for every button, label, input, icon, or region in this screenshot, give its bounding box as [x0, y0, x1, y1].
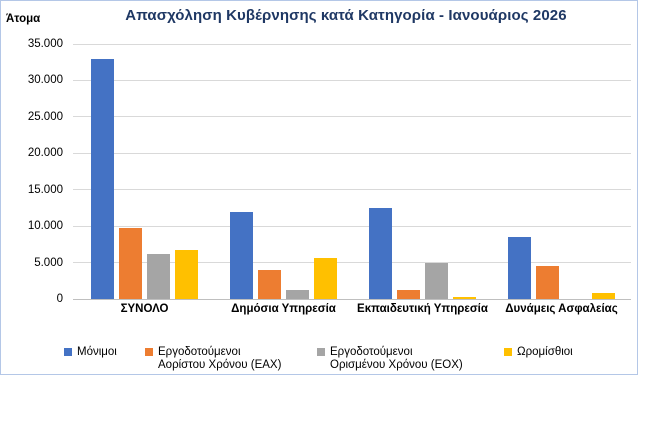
bar [314, 258, 337, 299]
legend-label-line: Ωρομίσθιοι [517, 346, 573, 358]
bar [369, 208, 392, 299]
y-tick-label: 15.000 [27, 183, 63, 196]
legend-item: Εργοδοτούμενοι Ορισμένου Χρόνου (ΕΟΧ) [317, 346, 463, 371]
y-tick-label: 35.000 [27, 38, 63, 50]
category-label: Δυνάμεις Ασφαλείας [505, 303, 618, 315]
bar-group [369, 44, 476, 299]
bar [258, 270, 281, 299]
bar-group [230, 44, 337, 299]
gridline [73, 152, 631, 154]
category-label: ΣΥΝΟΛΟ [120, 303, 169, 315]
legend-label-line: Αορίστου Χρόνου (ΕΑΧ) [158, 358, 282, 371]
chart-frame: Απασχόληση Κυβέρνησης κατά Κατηγορία - Ι… [0, 0, 638, 375]
category-label: Δημόσια Υπηρεσία [231, 303, 336, 315]
gridline [73, 189, 631, 191]
bar [230, 212, 253, 299]
bar [397, 290, 420, 299]
legend-swatch-icon [145, 348, 153, 356]
y-tick-label: 25.000 [27, 110, 63, 123]
legend-item: Ωρομίσθιοι [504, 346, 573, 359]
y-tick-label: 10.000 [27, 220, 63, 233]
legend-label: Εργοδοτούμενοι Ορισμένου Χρόνου (ΕΟΧ) [330, 346, 463, 371]
bar [91, 59, 114, 299]
chart-title: Απασχόληση Κυβέρνησης κατά Κατηγορία - Ι… [125, 7, 567, 24]
x-axis-line [73, 298, 631, 300]
gridline [73, 79, 631, 81]
legend-label-line: Ορισμένου Χρόνου (ΕΟΧ) [330, 358, 463, 371]
legend-label-line: Εργοδοτούμενοι [330, 346, 413, 358]
legend-label-line: Μόνιμοι [77, 346, 117, 358]
legend-label-line: Εργοδοτούμενοι [158, 346, 241, 358]
bar [453, 297, 476, 299]
gridline [73, 116, 631, 118]
bar [119, 228, 142, 299]
legend-swatch-icon [64, 348, 72, 356]
gridline [73, 225, 631, 227]
bar [286, 290, 309, 299]
y-tick-label: 20.000 [27, 147, 63, 160]
bar-group [91, 44, 198, 299]
category-label: Εκπαιδευτική Υπηρεσία [357, 303, 488, 315]
bar-group [508, 44, 615, 299]
bar [175, 250, 198, 299]
y-tick-label: 30.000 [27, 74, 63, 87]
y-axis-title: Άτομα [6, 13, 41, 25]
legend-item: Μόνιμοι [64, 346, 117, 359]
y-tick-label: 0 [56, 293, 63, 305]
gridline [73, 43, 631, 45]
bar [536, 266, 559, 299]
plot-area [73, 43, 631, 300]
bar [147, 254, 170, 299]
legend-swatch-icon [504, 348, 512, 356]
bar [508, 237, 531, 299]
bar [592, 293, 615, 299]
legend-item: Εργοδοτούμενοι Αορίστου Χρόνου (ΕΑΧ) [145, 346, 281, 371]
y-tick-label: 5.000 [34, 256, 63, 269]
legend-swatch-icon [317, 348, 325, 356]
bar [425, 263, 448, 299]
legend-label: Ωρομίσθιοι [517, 346, 573, 359]
legend-label: Εργοδοτούμενοι Αορίστου Χρόνου (ΕΑΧ) [158, 346, 281, 371]
gridline [73, 262, 631, 264]
legend-label: Μόνιμοι [77, 346, 117, 359]
